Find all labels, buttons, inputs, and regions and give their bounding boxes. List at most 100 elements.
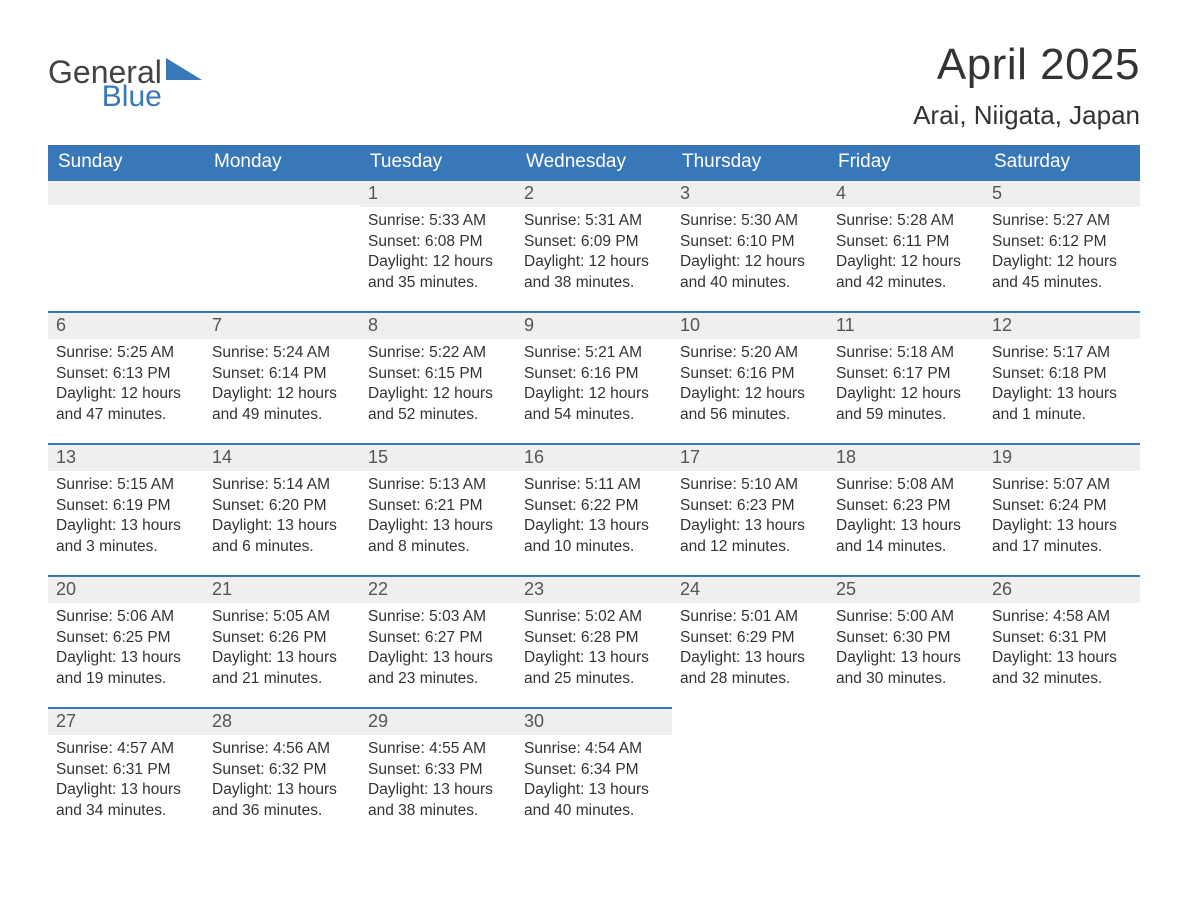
daylight-text: Daylight: 13 hours and 8 minutes. xyxy=(368,516,508,558)
daylight-text: Daylight: 13 hours and 14 minutes. xyxy=(836,516,976,558)
daylight-text: Daylight: 13 hours and 12 minutes. xyxy=(680,516,820,558)
calendar-day-cell: 4Sunrise: 5:28 AMSunset: 6:11 PMDaylight… xyxy=(828,179,984,311)
calendar-day-cell: 13Sunrise: 5:15 AMSunset: 6:19 PMDayligh… xyxy=(48,443,204,575)
day-details: Sunrise: 5:28 AMSunset: 6:11 PMDaylight:… xyxy=(828,207,984,305)
day-number-bar: 18 xyxy=(828,443,984,471)
sunrise-text: Sunrise: 5:30 AM xyxy=(680,211,820,232)
day-details: Sunrise: 5:05 AMSunset: 6:26 PMDaylight:… xyxy=(204,603,360,701)
sunrise-text: Sunrise: 5:33 AM xyxy=(368,211,508,232)
sunrise-text: Sunrise: 5:17 AM xyxy=(992,343,1132,364)
day-details: Sunrise: 5:02 AMSunset: 6:28 PMDaylight:… xyxy=(516,603,672,701)
day-details: Sunrise: 5:24 AMSunset: 6:14 PMDaylight:… xyxy=(204,339,360,437)
calendar-week-row: 1Sunrise: 5:33 AMSunset: 6:08 PMDaylight… xyxy=(48,179,1140,311)
day-details: Sunrise: 4:56 AMSunset: 6:32 PMDaylight:… xyxy=(204,735,360,833)
daylight-text: Daylight: 13 hours and 10 minutes. xyxy=(524,516,664,558)
day-number-bar: 28 xyxy=(204,707,360,735)
day-number-bar: 4 xyxy=(828,179,984,207)
day-details: Sunrise: 5:03 AMSunset: 6:27 PMDaylight:… xyxy=(360,603,516,701)
day-details: Sunrise: 5:18 AMSunset: 6:17 PMDaylight:… xyxy=(828,339,984,437)
calendar-day-cell: 25Sunrise: 5:00 AMSunset: 6:30 PMDayligh… xyxy=(828,575,984,707)
day-number-bar: 23 xyxy=(516,575,672,603)
day-details: Sunrise: 5:31 AMSunset: 6:09 PMDaylight:… xyxy=(516,207,672,305)
calendar-day-cell xyxy=(48,179,204,311)
day-details: Sunrise: 5:33 AMSunset: 6:08 PMDaylight:… xyxy=(360,207,516,305)
daylight-text: Daylight: 12 hours and 49 minutes. xyxy=(212,384,352,426)
day-details: Sunrise: 5:30 AMSunset: 6:10 PMDaylight:… xyxy=(672,207,828,305)
sunrise-text: Sunrise: 5:08 AM xyxy=(836,475,976,496)
logo: General Blue xyxy=(48,40,202,110)
weekday-header: Saturday xyxy=(984,145,1140,179)
sunset-text: Sunset: 6:18 PM xyxy=(992,364,1132,385)
day-number-bar: 26 xyxy=(984,575,1140,603)
sunset-text: Sunset: 6:21 PM xyxy=(368,496,508,517)
sunset-text: Sunset: 6:29 PM xyxy=(680,628,820,649)
sunset-text: Sunset: 6:12 PM xyxy=(992,232,1132,253)
weekday-header: Wednesday xyxy=(516,145,672,179)
calendar-day-cell: 14Sunrise: 5:14 AMSunset: 6:20 PMDayligh… xyxy=(204,443,360,575)
day-number-bar: 29 xyxy=(360,707,516,735)
sunrise-text: Sunrise: 4:56 AM xyxy=(212,739,352,760)
sunset-text: Sunset: 6:26 PM xyxy=(212,628,352,649)
calendar-table: SundayMondayTuesdayWednesdayThursdayFrid… xyxy=(48,145,1140,839)
sunrise-text: Sunrise: 5:20 AM xyxy=(680,343,820,364)
day-details: Sunrise: 4:55 AMSunset: 6:33 PMDaylight:… xyxy=(360,735,516,833)
sunrise-text: Sunrise: 5:28 AM xyxy=(836,211,976,232)
sunset-text: Sunset: 6:25 PM xyxy=(56,628,196,649)
sunrise-text: Sunrise: 5:24 AM xyxy=(212,343,352,364)
daylight-text: Daylight: 13 hours and 38 minutes. xyxy=(368,780,508,822)
day-details: Sunrise: 4:58 AMSunset: 6:31 PMDaylight:… xyxy=(984,603,1140,701)
sunrise-text: Sunrise: 5:07 AM xyxy=(992,475,1132,496)
day-number-bar: 30 xyxy=(516,707,672,735)
day-details: Sunrise: 4:54 AMSunset: 6:34 PMDaylight:… xyxy=(516,735,672,833)
daylight-text: Daylight: 13 hours and 19 minutes. xyxy=(56,648,196,690)
sunset-text: Sunset: 6:17 PM xyxy=(836,364,976,385)
calendar-day-cell: 24Sunrise: 5:01 AMSunset: 6:29 PMDayligh… xyxy=(672,575,828,707)
calendar-day-cell: 17Sunrise: 5:10 AMSunset: 6:23 PMDayligh… xyxy=(672,443,828,575)
sunset-text: Sunset: 6:19 PM xyxy=(56,496,196,517)
day-number-bar: 19 xyxy=(984,443,1140,471)
day-details: Sunrise: 5:27 AMSunset: 6:12 PMDaylight:… xyxy=(984,207,1140,305)
sunset-text: Sunset: 6:11 PM xyxy=(836,232,976,253)
logo-word-blue: Blue xyxy=(102,83,162,110)
sunset-text: Sunset: 6:23 PM xyxy=(836,496,976,517)
calendar-day-cell: 16Sunrise: 5:11 AMSunset: 6:22 PMDayligh… xyxy=(516,443,672,575)
sunrise-text: Sunrise: 4:55 AM xyxy=(368,739,508,760)
daylight-text: Daylight: 13 hours and 28 minutes. xyxy=(680,648,820,690)
calendar-day-cell: 28Sunrise: 4:56 AMSunset: 6:32 PMDayligh… xyxy=(204,707,360,839)
sunrise-text: Sunrise: 4:54 AM xyxy=(524,739,664,760)
calendar-day-cell xyxy=(828,707,984,839)
calendar-day-cell: 8Sunrise: 5:22 AMSunset: 6:15 PMDaylight… xyxy=(360,311,516,443)
daylight-text: Daylight: 12 hours and 47 minutes. xyxy=(56,384,196,426)
daylight-text: Daylight: 13 hours and 32 minutes. xyxy=(992,648,1132,690)
sunset-text: Sunset: 6:09 PM xyxy=(524,232,664,253)
day-details: Sunrise: 5:17 AMSunset: 6:18 PMDaylight:… xyxy=(984,339,1140,437)
weekday-header: Monday xyxy=(204,145,360,179)
sunrise-text: Sunrise: 5:10 AM xyxy=(680,475,820,496)
calendar-day-cell: 7Sunrise: 5:24 AMSunset: 6:14 PMDaylight… xyxy=(204,311,360,443)
logo-triangle-icon xyxy=(166,58,202,80)
calendar-day-cell xyxy=(984,707,1140,839)
calendar-week-row: 20Sunrise: 5:06 AMSunset: 6:25 PMDayligh… xyxy=(48,575,1140,707)
sunrise-text: Sunrise: 5:31 AM xyxy=(524,211,664,232)
day-number-bar: 8 xyxy=(360,311,516,339)
daylight-text: Daylight: 12 hours and 52 minutes. xyxy=(368,384,508,426)
sunrise-text: Sunrise: 4:58 AM xyxy=(992,607,1132,628)
sunrise-text: Sunrise: 5:06 AM xyxy=(56,607,196,628)
day-details: Sunrise: 5:11 AMSunset: 6:22 PMDaylight:… xyxy=(516,471,672,569)
daylight-text: Daylight: 13 hours and 40 minutes. xyxy=(524,780,664,822)
daylight-text: Daylight: 13 hours and 21 minutes. xyxy=(212,648,352,690)
sunrise-text: Sunrise: 5:02 AM xyxy=(524,607,664,628)
sunset-text: Sunset: 6:31 PM xyxy=(992,628,1132,649)
daylight-text: Daylight: 12 hours and 42 minutes. xyxy=(836,252,976,294)
daylight-text: Daylight: 13 hours and 3 minutes. xyxy=(56,516,196,558)
day-number-bar: 24 xyxy=(672,575,828,603)
day-details: Sunrise: 5:15 AMSunset: 6:19 PMDaylight:… xyxy=(48,471,204,569)
calendar-day-cell: 11Sunrise: 5:18 AMSunset: 6:17 PMDayligh… xyxy=(828,311,984,443)
day-details: Sunrise: 5:13 AMSunset: 6:21 PMDaylight:… xyxy=(360,471,516,569)
sunset-text: Sunset: 6:15 PM xyxy=(368,364,508,385)
daylight-text: Daylight: 13 hours and 17 minutes. xyxy=(992,516,1132,558)
day-number-bar: 27 xyxy=(48,707,204,735)
sunset-text: Sunset: 6:23 PM xyxy=(680,496,820,517)
day-number-bar: 5 xyxy=(984,179,1140,207)
sunrise-text: Sunrise: 5:11 AM xyxy=(524,475,664,496)
